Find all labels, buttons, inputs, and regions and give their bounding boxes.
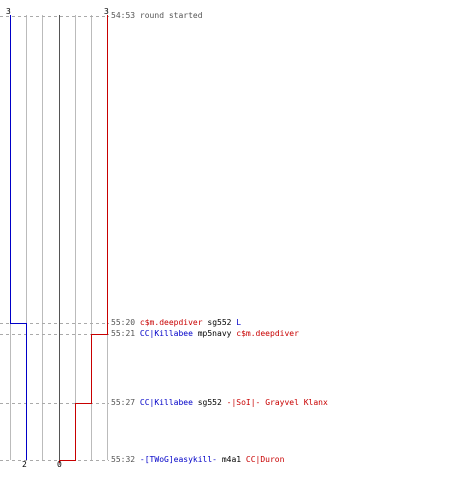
- victim-name: CC|Duron: [245, 455, 285, 464]
- blue-start-score: 3: [6, 7, 11, 16]
- event-time: 54:53: [111, 11, 136, 20]
- grid-lines: [10, 15, 108, 460]
- event-time: 55:32: [111, 455, 136, 464]
- killer-name: -[TWoG]easykill-: [139, 455, 217, 464]
- weapon-name: mp5navy: [197, 329, 232, 338]
- kill-row: 55:27 CC|Killabee sg552 -|SoI|- Grayvel …: [111, 398, 328, 408]
- event-text: round started: [139, 11, 203, 20]
- kill-row: 55:32 -[TWoG]easykill- m4a1 CC|Duron: [111, 455, 284, 465]
- blue-team-survivor-line: [10, 15, 27, 460]
- killer-name: c$m.deepdiver: [139, 318, 203, 327]
- weapon-name: sg552: [207, 318, 232, 327]
- red-end-score: 0: [57, 460, 62, 469]
- kill-row: 55:21 CC|Killabee mp5navy c$m.deepdiver: [111, 329, 299, 339]
- killer-name: CC|Killabee: [139, 329, 193, 338]
- red-start-score: 3: [104, 7, 109, 16]
- weapon-name: sg552: [197, 398, 222, 407]
- red-team-survivor-line: [59, 15, 108, 463]
- event-time: 55:20: [111, 318, 136, 327]
- event-time: 55:27: [111, 398, 136, 407]
- victim-name: c$m.deepdiver: [236, 329, 299, 338]
- kill-row: 55:20 c$m.deepdiver sg552 L: [111, 318, 241, 328]
- victim-name: L: [236, 318, 242, 327]
- event-row: 54:53 round started: [111, 11, 203, 21]
- killer-name: CC|Killabee: [139, 398, 193, 407]
- victim-name: -|SoI|- Grayvel Klanx: [226, 398, 328, 407]
- event-guide-lines: [0, 16, 109, 461]
- event-time: 55:21: [111, 329, 136, 338]
- weapon-name: m4a1: [221, 455, 242, 464]
- blue-end-score: 2: [22, 460, 27, 469]
